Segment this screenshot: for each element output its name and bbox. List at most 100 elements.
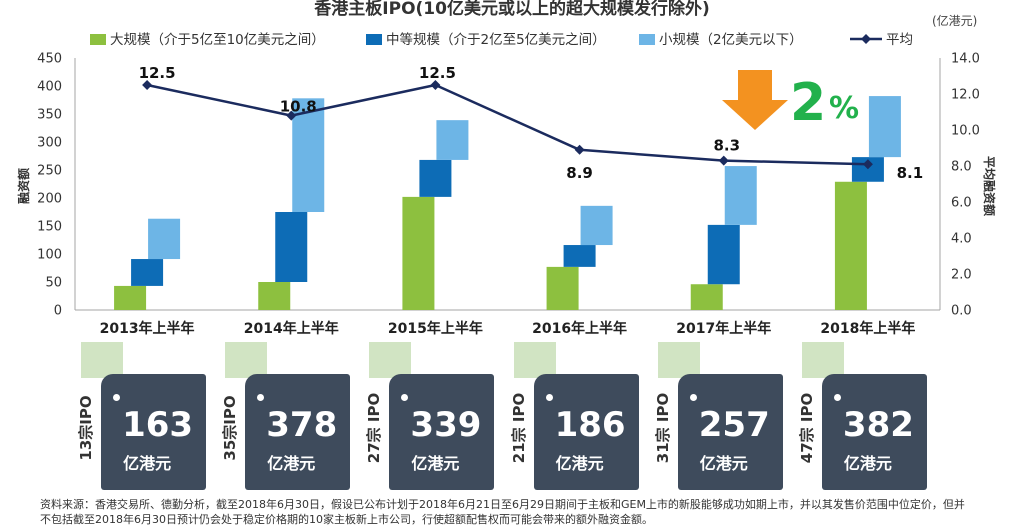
y-tick-label: 200 xyxy=(37,192,62,207)
annotation: 2% xyxy=(722,70,859,133)
card-ipo-count: 13宗IPO xyxy=(77,395,96,461)
y-tick-label: 250 xyxy=(37,164,62,179)
average-marker xyxy=(574,144,585,155)
y2-tick-label: 10.0 xyxy=(951,124,980,139)
annotation-value: 2 xyxy=(790,73,826,133)
y2-axis-title: 平均融资额 xyxy=(982,156,997,216)
average-marker xyxy=(142,80,153,90)
ipo-total-card: 186 亿港元 xyxy=(533,374,639,490)
card-unit-label: 亿港元 xyxy=(267,454,316,473)
bullet-dot-icon xyxy=(113,394,121,401)
ipo-total-card: 257 亿港元 xyxy=(677,374,783,490)
chart-title: 香港主板IPO(10亿美元或以上的超大规模发行除外) xyxy=(314,0,710,19)
card-total-value: 257 xyxy=(698,405,770,445)
average-marker xyxy=(430,80,441,90)
bar-large xyxy=(690,284,723,310)
ipo-total-card: 378 亿港元 xyxy=(245,374,351,490)
legend-item-large: 大规模（介于5亿至10亿美元之间） xyxy=(90,31,362,49)
bar-medium xyxy=(131,259,164,286)
card-ipo-count: 31宗 IPO xyxy=(653,392,672,464)
card-total-value: 378 xyxy=(266,405,338,445)
bars xyxy=(114,96,901,310)
average-value-label: 12.5 xyxy=(139,64,176,82)
y2-tick-label: 8.0 xyxy=(951,160,972,175)
card-tab xyxy=(657,342,700,378)
bar-small xyxy=(724,166,757,225)
bar-large xyxy=(114,285,147,310)
legend-item-small: 小规模（2亿美元以下） xyxy=(639,31,844,49)
y-tick-label: 350 xyxy=(37,108,62,123)
y-tick-label: 450 xyxy=(37,52,62,67)
y2-tick-label: 6.0 xyxy=(951,196,972,211)
bar-small xyxy=(868,96,901,158)
y-tick-label: 300 xyxy=(37,136,62,151)
card-total-value: 163 xyxy=(122,405,194,445)
down-arrow-icon xyxy=(722,70,788,130)
bar-small xyxy=(292,98,325,212)
average-value-label: 8.1 xyxy=(897,164,924,182)
bar-large xyxy=(258,282,291,310)
y-tick-label: 50 xyxy=(45,276,62,291)
source-note: 资料来源：香港交易所、德勤分析，截至2018年6月30日，假设已公布计划于201… xyxy=(40,497,1020,527)
bar-medium xyxy=(275,212,308,282)
y-tick-label: 100 xyxy=(37,248,62,263)
y2-tick-label: 0.0 xyxy=(951,304,972,319)
axes: 0 50 100 150 200 250 300 350 400 450 0.0 2.0 4.0 6.0 8… xyxy=(37,52,980,338)
y2-tick-label: 2.0 xyxy=(951,268,972,283)
card-unit-label: 亿港元 xyxy=(843,454,892,473)
card-ipo-count: 21宗 IPO xyxy=(509,392,528,464)
legend-swatch-small xyxy=(639,34,655,45)
y2-tick-label: 4.0 xyxy=(951,232,972,247)
category-label: 2017年上半年 xyxy=(676,320,771,337)
legend-label-average: 平均 xyxy=(886,32,913,48)
bullet-dot-icon xyxy=(257,394,265,401)
average-series: 12.5 10.8 12.5 8.9 8.3 8.1 xyxy=(139,64,924,182)
category-label: 2018年上半年 xyxy=(820,320,915,337)
legend-swatch-medium xyxy=(366,34,382,45)
card-tab xyxy=(369,342,412,378)
bar-medium xyxy=(419,159,452,197)
bullet-dot-icon xyxy=(401,394,409,401)
source-note-line-2: 不包括截至2018年6月30日预计仍会处于稳定价格期的10家主板新上市公司，行使… xyxy=(40,513,653,526)
source-note-line-1: 资料来源：香港交易所、德勤分析，截至2018年6月30日，假设已公布计划于201… xyxy=(40,498,965,511)
legend-item-average: 平均 xyxy=(850,31,928,49)
legend-label-small: 小规模（2亿美元以下） xyxy=(659,32,803,48)
bullet-dot-icon xyxy=(545,394,553,401)
bar-medium xyxy=(563,245,596,267)
average-marker xyxy=(862,159,873,170)
unit-note: (亿港元) xyxy=(932,14,978,28)
card-total-value: 382 xyxy=(842,405,914,445)
card-unit-label: 亿港元 xyxy=(699,454,748,473)
y2-tick-label: 14.0 xyxy=(951,52,980,67)
legend-swatch-large xyxy=(90,34,106,45)
ipo-total-card: 382 亿港元 xyxy=(821,374,927,490)
average-marker xyxy=(286,110,297,121)
average-value-label: 10.8 xyxy=(280,98,317,116)
y-tick-label: 150 xyxy=(37,220,62,235)
card-tab xyxy=(81,342,124,378)
average-line xyxy=(146,83,868,166)
bar-large xyxy=(402,196,435,310)
category-label: 2015年上半年 xyxy=(388,320,483,337)
card-tab xyxy=(513,342,556,378)
card-ipo-count: 47宗 IPO xyxy=(797,392,816,464)
card-total-value: 186 xyxy=(554,405,626,445)
average-value-label: 12.5 xyxy=(419,64,456,82)
bar-small xyxy=(436,120,469,160)
card-unit-label: 亿港元 xyxy=(555,454,604,473)
average-value-label: 8.3 xyxy=(713,137,740,155)
y-axis-title: 融资额 xyxy=(16,168,31,204)
card-tab xyxy=(225,342,268,378)
card-ipo-count: 27宗 IPO xyxy=(365,392,384,464)
category-label: 2013年上半年 xyxy=(100,320,195,337)
y2-tick-label: 12.0 xyxy=(951,88,980,103)
bar-medium xyxy=(707,224,740,285)
ipo-chart: 融资额 平均融资额 0 50 100 150 200 250 300 350 400 450 0.0… xyxy=(16,52,997,338)
legend-label-large: 大规模（介于5亿至10亿美元之间） xyxy=(110,32,325,48)
card-unit-label: 亿港元 xyxy=(123,454,172,473)
legend-line-diamond-icon xyxy=(850,34,882,44)
category-label: 2016年上半年 xyxy=(532,320,627,337)
y-tick-label: 400 xyxy=(37,80,62,95)
bullet-dot-icon xyxy=(689,394,697,401)
annotation-suffix: % xyxy=(829,91,859,126)
